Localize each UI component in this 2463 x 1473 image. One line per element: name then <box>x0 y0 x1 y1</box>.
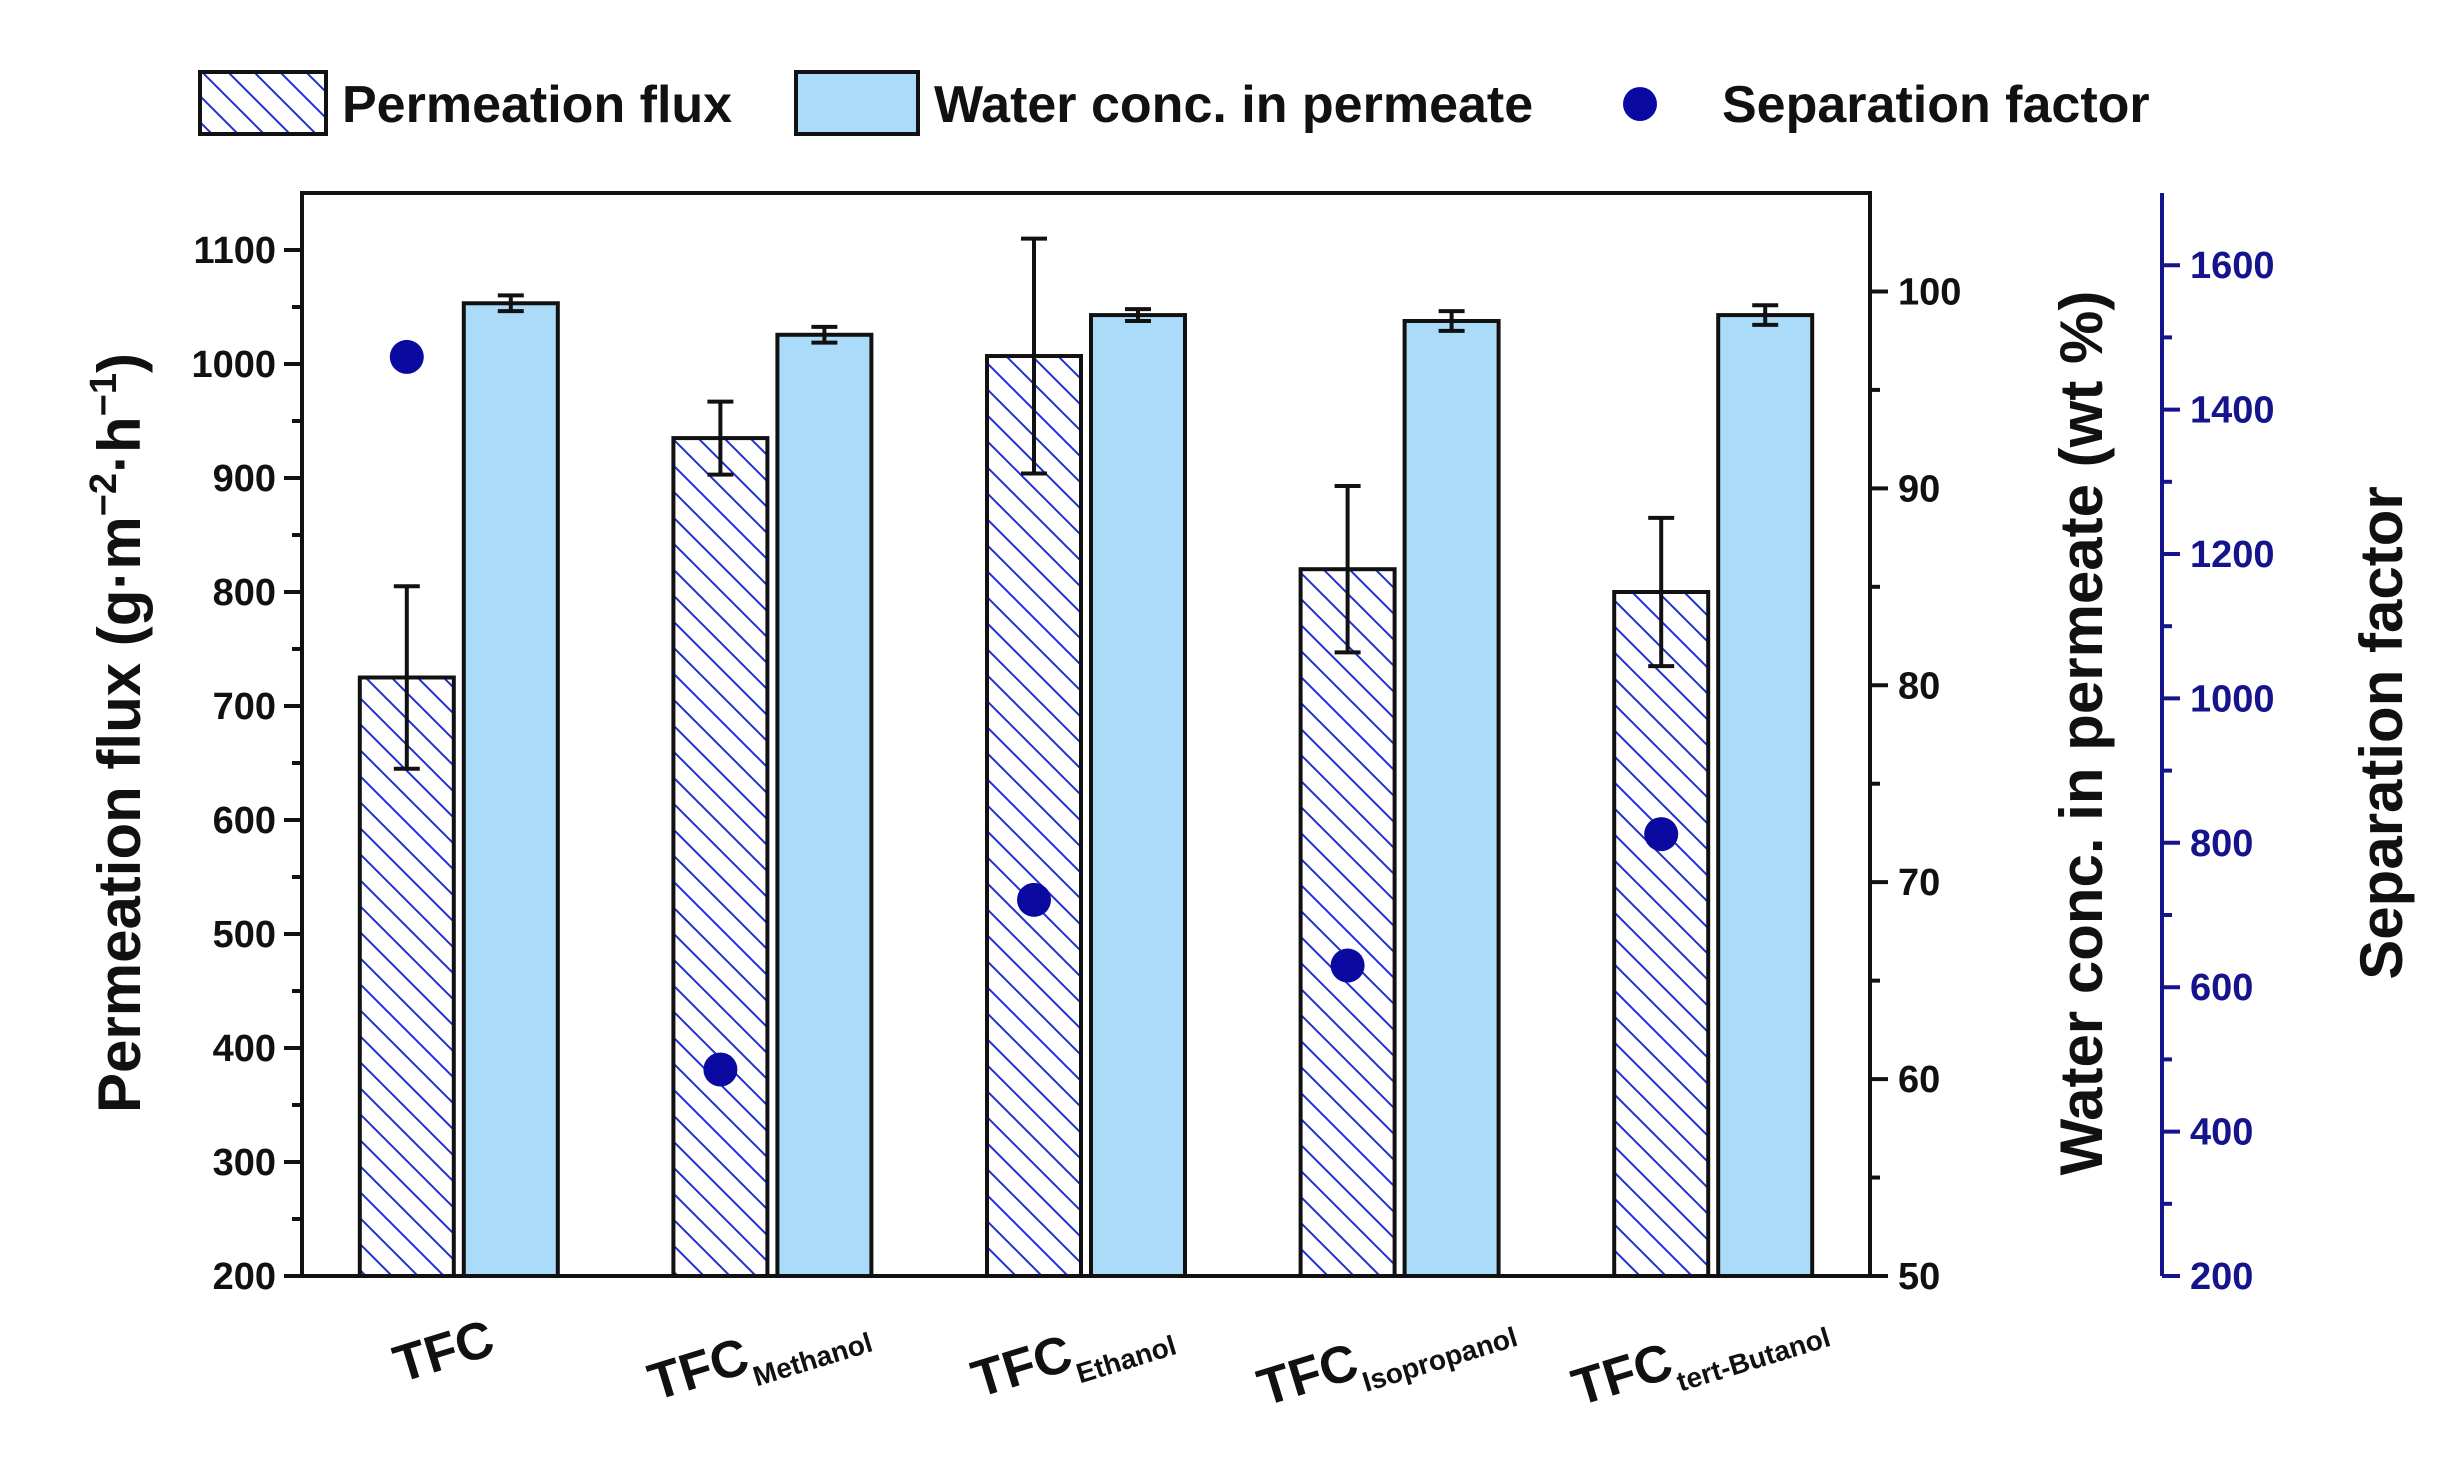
right-axis-tick-label: 90 <box>1898 468 1940 510</box>
category-label-main: TFC <box>965 1324 1079 1409</box>
permeation-flux-bar <box>1612 590 1711 1278</box>
water-conc-bar <box>775 332 874 1278</box>
category-labels: TFC TFCMethanol TFCEthanol TFCIsopropanol TF… <box>387 1286 1834 1427</box>
left-axis-tick-label: 200 <box>213 1256 276 1298</box>
left-axis-title-part: ·h <box>86 416 153 473</box>
separation-factor-point <box>1017 882 1051 917</box>
plot-area <box>357 236 1815 1279</box>
separation-factor-point <box>703 1052 738 1087</box>
permeation-flux-bar <box>985 354 1083 1278</box>
legend-swatch-separation-factor <box>1623 87 1657 121</box>
category-label-subscript: Methanol <box>749 1327 876 1393</box>
left-axis-tick-label: 300 <box>213 1142 276 1184</box>
category-label-main: TFC <box>387 1309 501 1394</box>
legend-label-water-conc: Water conc. in permeate <box>934 76 1533 134</box>
separation-factor-axis-tick-label: 1400 <box>2190 390 2275 432</box>
left-axis-tick-label: 900 <box>213 458 276 500</box>
plot-frame <box>300 191 1872 1278</box>
left-axis-title: Permeation flux (g·m−2·h−1) <box>83 353 153 1113</box>
separation-factor-axis-tick-label: 800 <box>2190 823 2253 865</box>
right-axis-tick-label: 80 <box>1898 665 1940 707</box>
legend: Permeation flux Water conc. in permeate … <box>198 70 2150 136</box>
separation-factor-axis-tick-label: 200 <box>2190 1256 2253 1298</box>
category-label: TFCIsopropanol <box>1251 1286 1521 1427</box>
separation-factor-point <box>1644 817 1679 852</box>
left-axis-tick-label: 600 <box>213 800 276 842</box>
category-label-subscript: Isopropanol <box>1359 1321 1521 1397</box>
left-axis-title-exponent: −1 <box>83 373 125 416</box>
category-label: TFCMethanol <box>642 1291 876 1422</box>
category-label-main: TFC <box>642 1327 756 1412</box>
left-axis-tick-label: 800 <box>213 572 276 614</box>
right-axis-title: Water conc. in permeate (wt %) <box>2048 291 2115 1176</box>
separation-factor-axis-tick-label: 1000 <box>2190 678 2275 720</box>
category-label: TFC <box>387 1309 501 1394</box>
right-axis-tick-label: 100 <box>1898 271 1961 313</box>
separation-factor-point <box>1330 948 1365 983</box>
water-conc-bar <box>461 301 560 1278</box>
separation-factor-axis-tick-label: 400 <box>2190 1112 2253 1154</box>
axis-ticks: 200 300 400 500 600 700 800 900 1000 1100 50 60 70 80… <box>191 230 2274 1298</box>
left-axis-tick-label: 700 <box>213 686 276 728</box>
permeation-flux-bar <box>1298 567 1397 1278</box>
water-conc-bar <box>1716 313 1815 1279</box>
separation-factor-point <box>389 339 424 374</box>
left-axis-title-exponent: −2 <box>83 473 125 516</box>
left-axis-tick-label: 1100 <box>194 230 276 272</box>
left-axis-title-part: ) <box>86 353 153 373</box>
category-label: TFCtert-Butanol <box>1566 1286 1834 1427</box>
legend-label-separation-factor: Separation factor <box>1722 76 2150 134</box>
legend-swatch-water-conc <box>794 70 920 136</box>
left-axis-title-part: Permeation flux (g·m <box>86 516 153 1113</box>
category-label-main: TFC <box>1251 1333 1365 1418</box>
category-label-main: TFC <box>1566 1332 1680 1417</box>
category-label-subscript: Ethanol <box>1073 1330 1180 1390</box>
separation-factor-axis-tick-label: 1600 <box>2190 245 2275 287</box>
left-axis-tick-label: 400 <box>213 1028 276 1070</box>
left-axis-tick-label: 1000 <box>191 344 276 386</box>
water-conc-bar <box>1089 313 1187 1279</box>
permeation-flux-bar <box>671 436 770 1279</box>
right-axis-tick-label: 70 <box>1898 862 1940 904</box>
legend-label-permeation-flux: Permeation flux <box>342 76 732 134</box>
separation-factor-axis-tick-label: 1200 <box>2190 534 2275 576</box>
left-axis-tick-label: 500 <box>213 914 276 956</box>
water-conc-bar <box>1402 318 1501 1278</box>
legend-swatch-permeation-flux <box>198 70 328 136</box>
right-axis-tick-label: 60 <box>1898 1059 1940 1101</box>
category-label: TFCEthanol <box>965 1294 1180 1419</box>
separation-factor-axis-title: Separation factor <box>2348 486 2415 979</box>
category-label-subscript: tert-Butanol <box>1673 1321 1834 1397</box>
separation-factor-axis-tick-label: 600 <box>2190 967 2253 1009</box>
right-axis-tick-label: 50 <box>1898 1256 1940 1298</box>
